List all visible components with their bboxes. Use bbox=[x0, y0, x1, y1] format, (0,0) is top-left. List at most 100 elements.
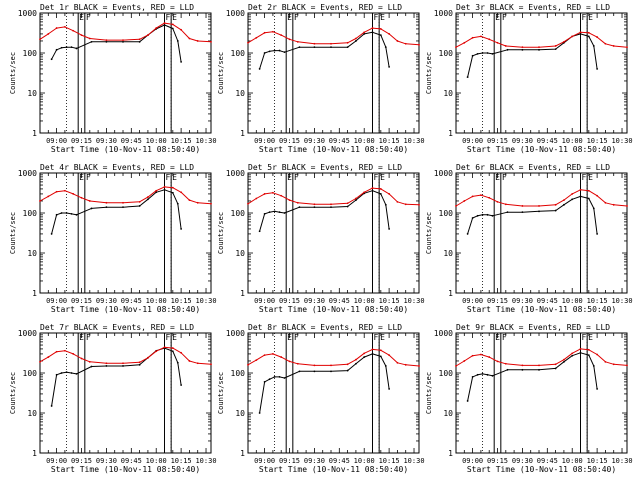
lld-point bbox=[587, 31, 590, 34]
x-tick-label: 10:00 bbox=[354, 457, 375, 465]
lld-point bbox=[288, 199, 291, 202]
events-series-line bbox=[259, 190, 390, 232]
lld-point bbox=[604, 201, 607, 204]
events-series-line bbox=[51, 24, 182, 62]
lld-point bbox=[296, 40, 299, 43]
x-tick-label: 09:15 bbox=[279, 297, 300, 305]
events-series-line bbox=[467, 195, 598, 235]
x-tick-label: 10:15 bbox=[379, 297, 400, 305]
events-point bbox=[263, 380, 266, 383]
events-series-line bbox=[259, 353, 390, 414]
y-tick-label: 1 bbox=[448, 449, 453, 458]
lld-point bbox=[355, 197, 357, 200]
lld-point bbox=[313, 203, 316, 206]
events-point bbox=[563, 203, 565, 206]
events-point bbox=[554, 48, 557, 51]
panel-det-9: Det 9r BLACK = Events, RED = LLD 1 10 100 10… bbox=[425, 323, 633, 474]
events-point bbox=[263, 212, 266, 215]
x-tick-label: 10:30 bbox=[403, 457, 424, 465]
x-tick-label: 09:45 bbox=[329, 297, 350, 305]
lld-point bbox=[396, 361, 399, 364]
events-point bbox=[596, 68, 599, 70]
x-tick-label: 09:30 bbox=[512, 137, 533, 145]
events-point bbox=[105, 365, 108, 367]
y-axis-label: Counts/sec bbox=[425, 372, 433, 414]
y-tick-label: 1000 bbox=[434, 169, 453, 178]
x-tick-label: 09:45 bbox=[329, 457, 350, 465]
events-point bbox=[346, 205, 349, 208]
lld-point bbox=[88, 200, 91, 202]
y-tick-label: 1000 bbox=[434, 329, 453, 338]
lld-point bbox=[563, 199, 565, 202]
lld-point bbox=[313, 42, 316, 45]
events-point bbox=[476, 373, 479, 376]
events-point bbox=[346, 369, 349, 372]
events-point bbox=[258, 230, 261, 233]
marker-letter: F bbox=[582, 13, 587, 22]
y-tick-label: 10 bbox=[235, 409, 245, 418]
events-point bbox=[283, 51, 286, 54]
events-point bbox=[384, 46, 387, 49]
events-point bbox=[313, 46, 316, 49]
events-point bbox=[346, 46, 349, 49]
events-point bbox=[587, 197, 590, 200]
lld-point bbox=[571, 193, 574, 195]
x-tick-label: 10:00 bbox=[562, 297, 583, 305]
lld-point bbox=[147, 34, 149, 37]
x-tick-label: 09:15 bbox=[487, 137, 508, 145]
y-tick-label: 100 bbox=[23, 49, 38, 58]
marker-letter: E bbox=[79, 13, 84, 22]
y-tick-label: 100 bbox=[23, 209, 38, 218]
lld-point bbox=[579, 348, 582, 350]
y-tick-label: 1000 bbox=[18, 329, 37, 338]
events-point bbox=[466, 233, 469, 235]
x-tick-label: 09:45 bbox=[537, 457, 558, 465]
events-point bbox=[75, 47, 78, 50]
lld-point bbox=[163, 185, 166, 188]
events-point bbox=[371, 189, 374, 192]
events-point bbox=[298, 370, 301, 373]
lld-point bbox=[396, 200, 399, 203]
lld-series-line bbox=[247, 348, 420, 367]
lld-point bbox=[355, 37, 357, 40]
axis-frame bbox=[455, 332, 628, 454]
lld-point bbox=[196, 40, 199, 42]
lld-point bbox=[346, 202, 349, 205]
events-point bbox=[138, 205, 141, 207]
lld-point bbox=[404, 42, 407, 45]
marker-letter: F bbox=[166, 173, 171, 182]
lld-point bbox=[80, 34, 83, 37]
events-point bbox=[330, 370, 332, 373]
lld-point bbox=[72, 353, 75, 355]
events-point bbox=[363, 356, 366, 358]
x-tick-label: 09:45 bbox=[121, 297, 142, 305]
x-tick-label: 09:30 bbox=[96, 297, 117, 305]
events-point bbox=[486, 52, 489, 54]
marker-letter: F bbox=[502, 333, 507, 342]
events-point bbox=[571, 354, 574, 357]
events-point bbox=[384, 365, 387, 367]
lld-point bbox=[596, 353, 599, 356]
marker-letter: F bbox=[294, 13, 299, 22]
x-tick-label: 09:00 bbox=[462, 297, 483, 305]
panel-det-7: Det 7r BLACK = Events, RED = LLD 1 10 100 10… bbox=[9, 323, 217, 474]
y-tick-label: 100 bbox=[231, 49, 246, 58]
lld-point bbox=[188, 199, 191, 202]
x-tick-label: 09:15 bbox=[487, 457, 508, 465]
x-tick-label: 10:15 bbox=[171, 457, 192, 465]
x-tick-label: 09:30 bbox=[96, 457, 117, 465]
marker-letter: F bbox=[294, 173, 299, 182]
x-tick-label: 09:30 bbox=[304, 457, 325, 465]
events-point bbox=[481, 52, 484, 54]
x-tick-label: 09:30 bbox=[304, 137, 325, 145]
events-point bbox=[273, 49, 276, 52]
lld-point bbox=[521, 46, 524, 49]
events-point bbox=[313, 370, 316, 373]
events-point bbox=[55, 48, 58, 51]
lld-point bbox=[255, 36, 258, 39]
lld-point bbox=[163, 22, 166, 24]
events-point bbox=[563, 360, 565, 363]
lld-point bbox=[504, 203, 507, 206]
lld-point bbox=[371, 348, 374, 351]
lld-point bbox=[488, 38, 491, 41]
